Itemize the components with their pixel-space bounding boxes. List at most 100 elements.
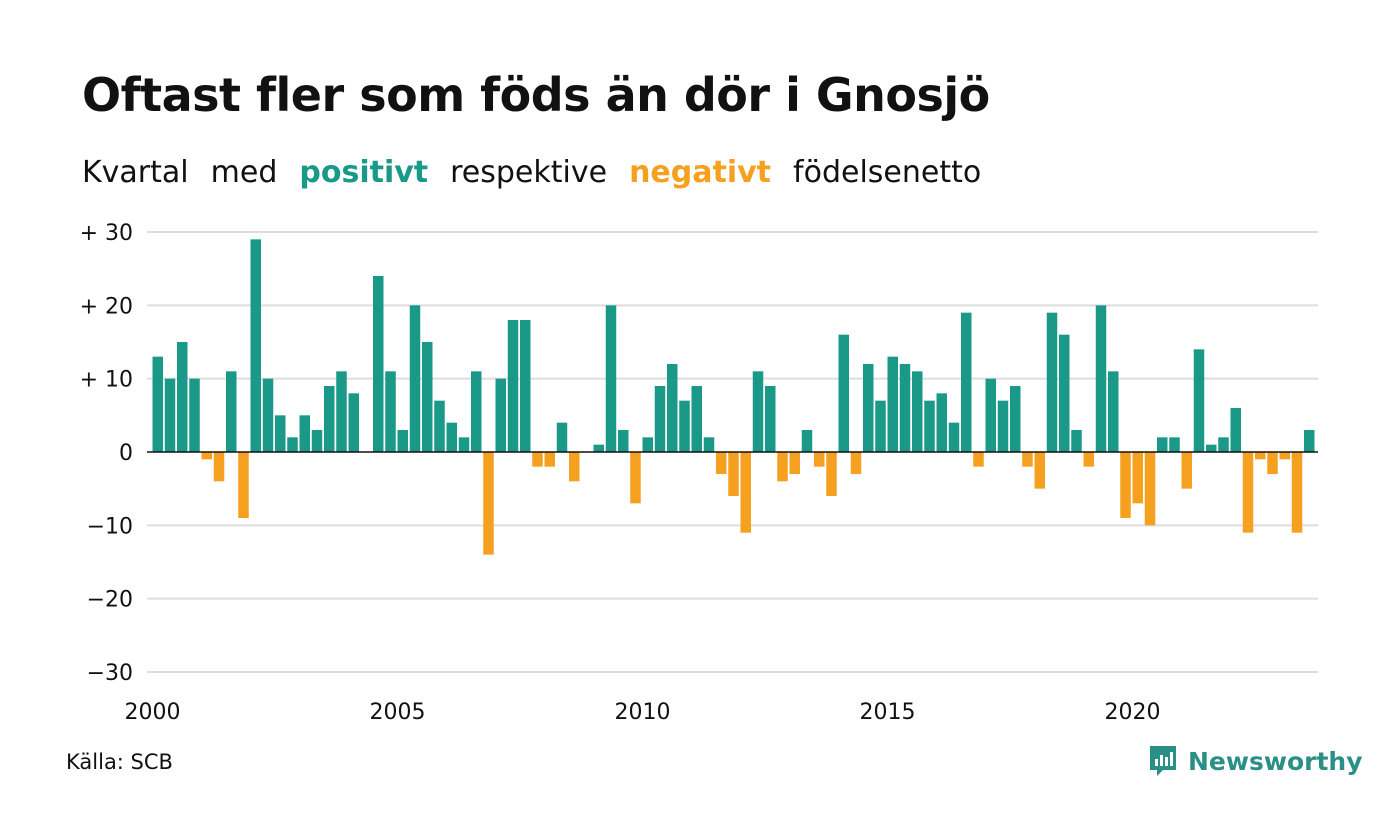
bar-negative — [1279, 452, 1290, 460]
bar-negative — [213, 452, 225, 482]
bar-negative — [1120, 452, 1131, 518]
y-tick-label: + 20 — [80, 294, 133, 319]
x-tick-label: 2010 — [615, 700, 671, 725]
bar-positive — [311, 430, 323, 452]
bar-positive — [152, 356, 163, 452]
bar-negative — [1083, 452, 1094, 467]
bar-negative — [1242, 452, 1254, 533]
bar-positive — [1230, 408, 1241, 452]
bar-positive — [164, 378, 176, 452]
bar-positive — [1010, 386, 1021, 452]
bar-negative — [1181, 452, 1192, 489]
y-tick-label: + 30 — [80, 221, 133, 246]
bar-positive — [1169, 437, 1180, 452]
bar-positive — [446, 422, 457, 452]
bar-positive — [899, 364, 911, 452]
bar-negative — [716, 452, 727, 474]
bar-negative — [814, 452, 825, 467]
bar-positive — [409, 305, 421, 452]
bar-positive — [936, 393, 947, 452]
bar-negative — [789, 452, 800, 474]
bar-positive — [495, 378, 506, 452]
bar-positive — [1108, 371, 1119, 452]
bar-positive — [752, 371, 764, 452]
bar-positive — [863, 364, 874, 452]
bar-positive — [262, 378, 274, 452]
brand-logo: Newsworthy — [1148, 744, 1363, 778]
bar-positive — [838, 334, 849, 452]
bar-positive — [189, 378, 200, 452]
bar-negative — [544, 452, 555, 467]
bar-negative — [630, 452, 641, 504]
source-note: Källa: SCB — [66, 750, 173, 774]
bar-positive — [275, 415, 286, 452]
bar-positive — [1071, 430, 1082, 452]
bar-positive — [397, 430, 408, 452]
bar-positive — [765, 386, 776, 452]
x-tick-label: 2015 — [860, 700, 916, 725]
bar-positive — [679, 400, 690, 452]
bar-positive — [691, 386, 702, 452]
bar-positive — [1157, 437, 1168, 452]
y-tick-label: −20 — [87, 588, 133, 613]
bar-positive — [912, 371, 923, 452]
bar-negative — [238, 452, 249, 518]
bar-positive — [348, 393, 359, 452]
bar-positive — [642, 437, 653, 452]
bar-positive — [997, 400, 1009, 452]
bar-negative — [740, 452, 751, 533]
bar-negative — [1034, 452, 1045, 489]
bar-positive — [703, 437, 715, 452]
subtitle-positive-label: positivt — [299, 155, 429, 190]
bar-positive — [1206, 444, 1217, 452]
bar-negative — [728, 452, 739, 496]
bar-positive — [801, 430, 813, 452]
bar-positive — [434, 400, 445, 452]
bar-positive — [471, 371, 482, 452]
bar-positive — [385, 371, 396, 452]
bar-positive — [373, 276, 384, 452]
x-tick-label: 2005 — [370, 700, 426, 725]
bar-positive — [336, 371, 347, 452]
bar-negative — [1291, 452, 1303, 533]
bar-negative — [777, 452, 788, 482]
subtitle-text-kvartal: Kvartal — [82, 155, 189, 190]
y-tick-label: −30 — [87, 661, 133, 686]
subtitle-negative-label: negativt — [629, 155, 772, 190]
bar-negative — [1144, 452, 1156, 526]
bar-positive — [1304, 430, 1315, 452]
x-axis-ticks: 2000 2005 2010 2015 2020 — [125, 700, 1161, 725]
bar-negative — [850, 452, 862, 474]
bar-positive — [875, 400, 886, 452]
subtitle-text-med: med — [210, 155, 278, 190]
subtitle-text-fodelsenetto: födelsenetto — [793, 155, 982, 190]
bar-positive — [985, 378, 996, 452]
bar-positive — [507, 320, 519, 452]
bar-negative — [1255, 452, 1266, 460]
x-tick-label: 2020 — [1105, 700, 1161, 725]
bar-positive — [299, 415, 310, 452]
bar-negative — [826, 452, 837, 496]
chart-subtitle: Kvartal med positivt respektive negativt föde… — [82, 158, 1003, 188]
bar-positive — [605, 305, 617, 452]
bar-negative — [532, 452, 543, 467]
bar-positive — [1095, 305, 1107, 452]
bar-positive — [593, 444, 604, 452]
bar-positive — [924, 400, 935, 452]
y-tick-label: 0 — [119, 441, 133, 466]
bar-positive — [887, 356, 898, 452]
bar-positive — [961, 312, 972, 452]
chart-title: Oftast fler som föds än dör i Gnosjö — [82, 68, 990, 122]
bar-positive — [422, 342, 433, 452]
bar-negative — [1022, 452, 1033, 467]
bar-positive — [1046, 312, 1058, 452]
bar-positive — [948, 422, 960, 452]
subtitle-text-respektive: respektive — [450, 155, 608, 190]
bar-positive — [1218, 437, 1229, 452]
bar-positive — [287, 437, 298, 452]
bar-positive — [250, 239, 261, 452]
brand-name: Newsworthy — [1188, 746, 1363, 776]
y-tick-label: −10 — [87, 514, 133, 539]
bars — [152, 239, 1315, 555]
